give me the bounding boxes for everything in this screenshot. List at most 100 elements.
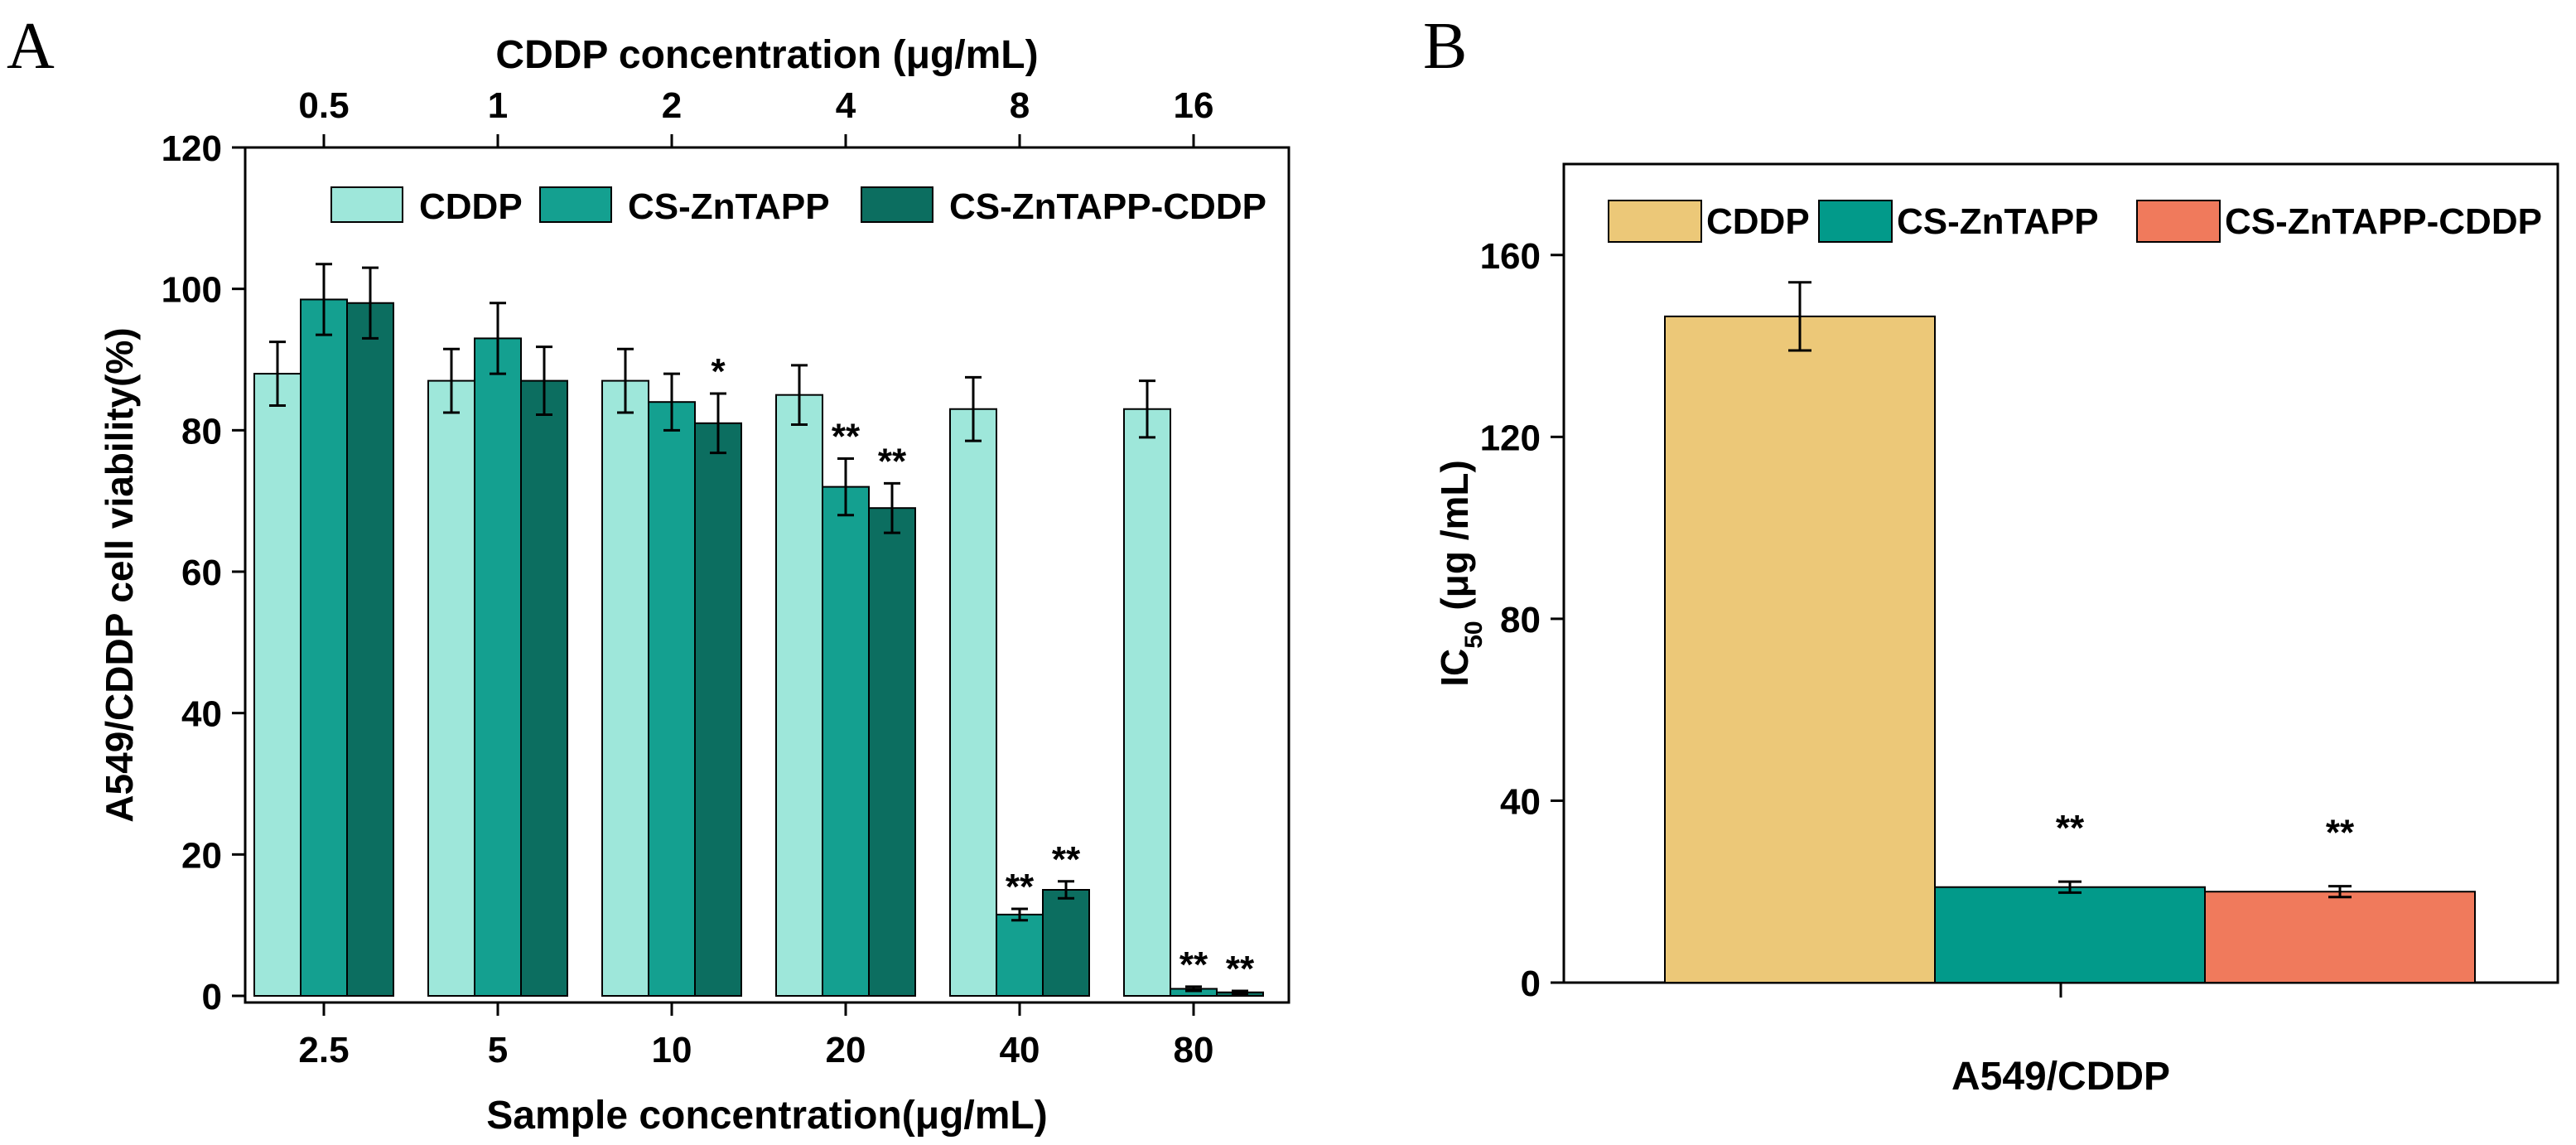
legend-swatch-cddp [1608,200,1702,243]
significance-marker: ** [2326,813,2355,853]
panel-b-bars [1664,315,2476,983]
y-tick-label: 20 [181,835,222,876]
bar-cs-zntapp-20 [822,486,870,997]
top-tick-label: 4 [836,85,856,126]
error-bar-cs-zntapp-40 [1011,907,1028,922]
panel-a-plot-frame [244,146,1290,1004]
bar-cddp-80 [1123,408,1171,997]
panel-a-x-axis-label: Sample concentration(μg/mL) [486,1094,1047,1138]
significance-marker: ** [878,441,907,481]
error-bar-cddp-40 [965,375,982,442]
x-tick-label: 20 [826,1030,866,1070]
error-bar-cs-zntapp-2.5 [316,263,332,336]
y-tick-label: 0 [1521,964,1541,1004]
bar-cddp-2.5 [253,373,301,998]
error-bar-cs-zntapp-5 [490,302,506,375]
error-bar-cs-zntapp-cddp-20 [884,481,900,534]
y-tick-label: 160 [1480,236,1541,277]
significance-marker: ** [1006,867,1035,907]
significance-marker: ** [1052,839,1081,880]
panel-a-top-axis-label: CDDP concentration (μg/mL) [495,33,1038,77]
panel-b-error-bars [1788,281,2352,899]
y-tick-label: 40 [1500,781,1541,822]
top-tick-label: 0.5 [298,85,349,126]
legend-swatch-cddp [330,186,403,223]
legend-label-cddp: CDDP [1706,201,1810,242]
bar-cs-zntapp-cddp-40 [1042,889,1090,997]
bar-cddp-40 [949,408,997,997]
top-tick-label: 2 [662,85,682,126]
y-tick-label: 80 [181,411,222,452]
bar-cs-zntapp-cddp-2.5 [346,302,394,997]
error-bar-cddp-10 [617,347,634,414]
x-tick-label: 40 [1000,1030,1040,1070]
panel-b-y-ticks: 0 40 80 120 160 [1480,236,1564,1004]
bar-cs-zntapp-cddp-10 [694,422,742,997]
x-tick-label: 2.5 [298,1030,349,1070]
significance-marker: ** [1179,945,1208,985]
error-bar-cs-zntapp-cddp-5 [536,345,552,417]
significance-marker: ** [832,416,861,457]
y-tick-label: 80 [1500,600,1541,640]
bar-cddp-10 [601,379,649,998]
panel-b-chart: ** ** 0 40 80 120 160 CDDP CS-ZnTAPP CS-ZnTAPP-… [1433,162,2559,1099]
y-tick-label: 40 [181,694,222,735]
bar-cs-zntapp [1934,886,2206,983]
error-bar-cs-zntapp [2058,880,2082,894]
bar-cs-zntapp-5 [474,337,522,997]
bar-cs-zntapp-cddp [2204,891,2476,983]
error-bar-cs-zntapp-cddp [2328,885,2352,899]
error-bar-cddp [1788,281,1811,352]
x-tick-label: 80 [1174,1030,1214,1070]
panel-b-y-axis-label: IC50 (μg /mL) [1433,460,1488,687]
panel-a-x-ticks: 2.5 5 10 20 40 80 [298,1002,1213,1070]
bar-cs-zntapp-40 [996,913,1044,998]
top-tick-label: 16 [1174,85,1214,126]
y-tick-label: 100 [162,270,222,311]
panel-b-significance: ** ** [2056,808,2355,853]
y-tick-label: 0 [202,977,222,1017]
x-tick-label: 5 [488,1030,508,1070]
panel-b-y-label-main: IC [1433,649,1476,687]
y-tick-label: 120 [1480,418,1541,458]
bar-cs-zntapp-2.5 [300,298,348,997]
error-bar-cddp-20 [791,364,808,427]
panel-b-x-axis-label: A549/CDDP [1951,1055,2170,1099]
bar-cddp [1664,315,1936,983]
error-bar-cs-zntapp-cddp-80 [1232,989,1248,995]
panel-a-y-axis-label: A549/CDDP cell viability(%) [98,327,141,822]
significance-marker: * [711,351,726,392]
panel-a-legend: CDDP CS-ZnTAPP CS-ZnTAPP-CDDP [330,186,1266,227]
panel-b-y-label-rest: (μg /mL) [1433,460,1476,621]
legend-label-cs-zntapp-cddp: CS-ZnTAPP-CDDP [949,186,1266,227]
bar-cddp-5 [427,379,475,998]
error-bar-cddp-80 [1139,379,1155,439]
significance-marker: ** [2056,808,2085,848]
panel-a-error-bars [269,263,1248,995]
top-tick-label: 1 [488,85,508,126]
x-tick-label: 10 [652,1030,692,1070]
error-bar-cs-zntapp-20 [837,457,854,517]
bar-cddp-20 [775,394,823,997]
significance-marker: ** [1226,949,1255,989]
bar-cs-zntapp-cddp-5 [520,379,568,998]
panel-b-y-label-sub: 50 [1460,621,1488,648]
top-tick-label: 8 [1010,85,1030,126]
error-bar-cs-zntapp-cddp-40 [1058,880,1074,900]
legend-swatch-cs-zntapp [1818,200,1893,243]
legend-swatch-cs-zntapp [539,186,612,223]
y-tick-label: 60 [181,553,222,593]
y-tick-label: 120 [162,128,222,169]
legend-swatch-cs-zntapp-cddp [2136,200,2221,243]
panel-a-top-ticks: 0.5 1 2 4 8 16 [298,85,1213,147]
panel-a-label: A [7,10,55,83]
error-bar-cs-zntapp-cddp-2.5 [362,266,379,340]
error-bar-cddp-2.5 [269,341,286,407]
panel-a-y-ticks: 0 20 40 60 80 100 120 [162,128,245,1017]
error-bar-cddp-5 [443,347,460,414]
error-bar-cs-zntapp-80 [1185,985,1202,993]
legend-label-cddp: CDDP [419,186,523,227]
bar-cs-zntapp-10 [648,401,696,997]
